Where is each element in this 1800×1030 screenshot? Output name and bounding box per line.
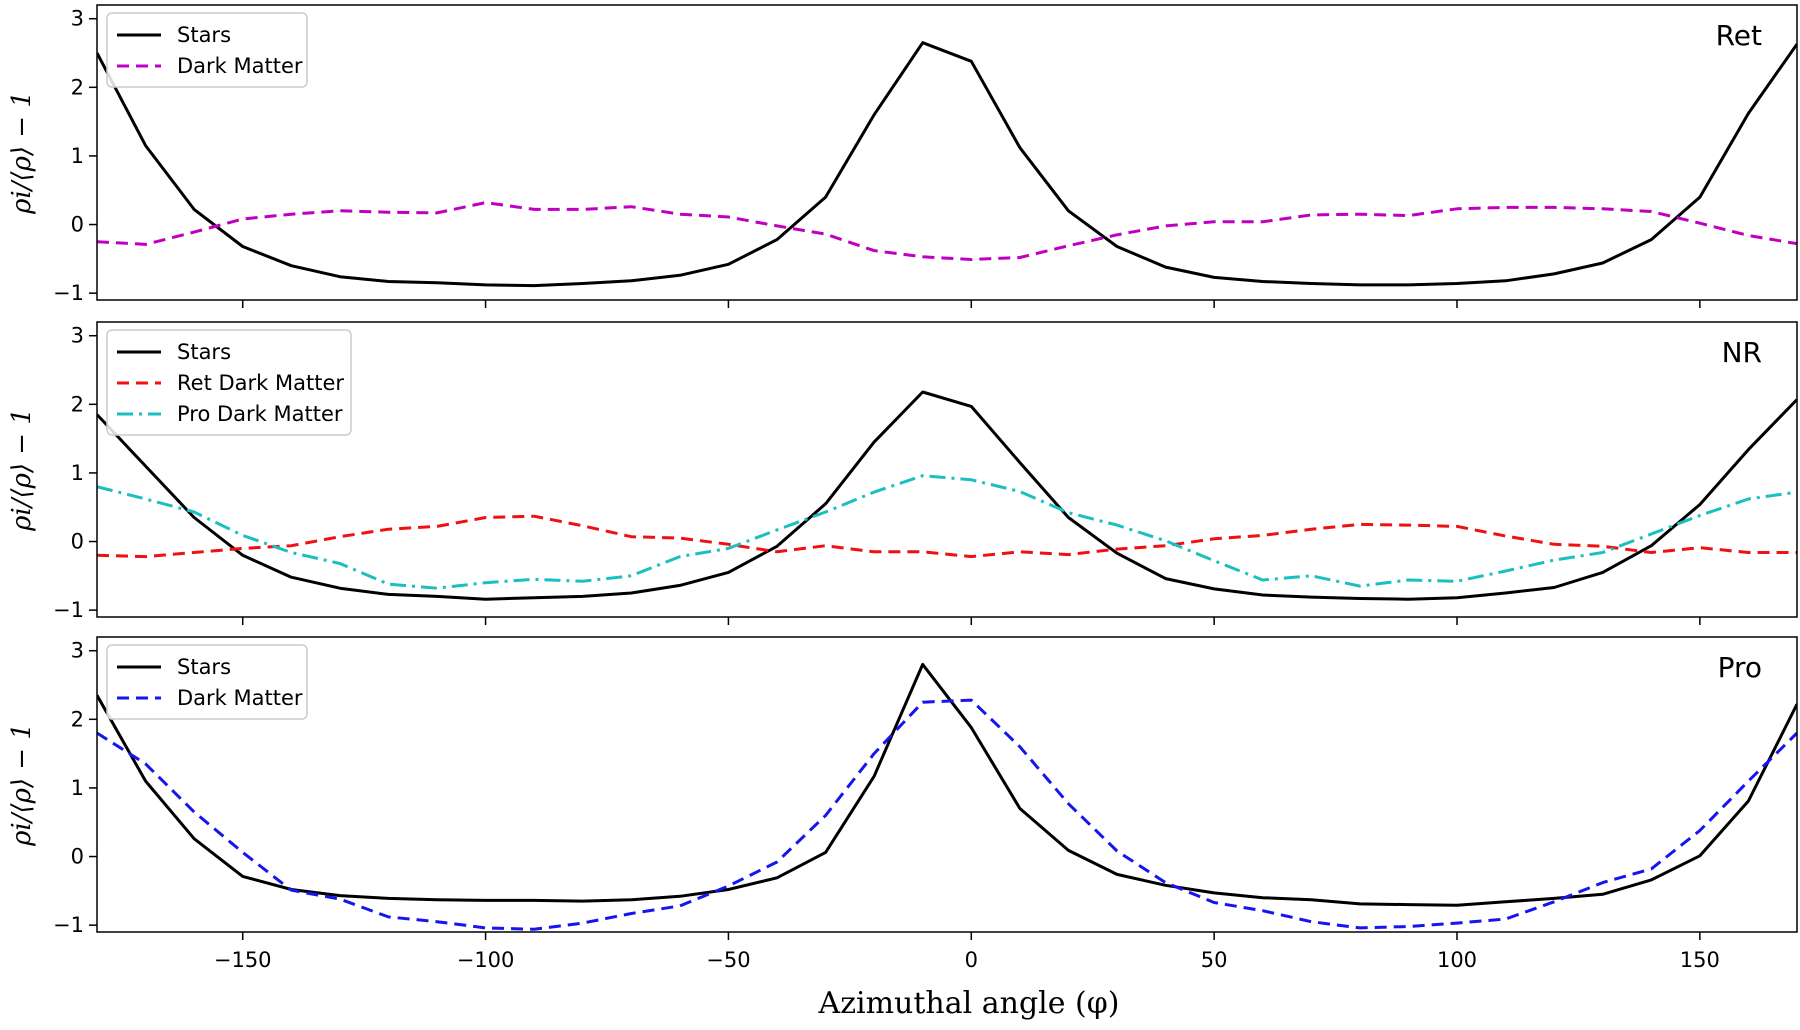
xtick-label: −100 (457, 948, 515, 972)
panel-pro-frame (96, 636, 1798, 933)
panel-pro-y-axis-label: ρi/⟨ρ⟩ − 1 (7, 723, 37, 847)
x-axis-label: Azimuthal angle (φ) (818, 986, 1120, 1021)
panel-ret-series-stars (97, 41, 1797, 288)
panel-pro-ytick-label: 0 (71, 845, 84, 869)
panel-nr-legend-label: Ret Dark Matter (177, 371, 344, 395)
panel-pro-series-stars (97, 662, 1797, 907)
panel-ret-tag: Ret (1716, 19, 1762, 52)
panel-nr-legend-label: Pro Dark Matter (177, 402, 343, 426)
panel-nr-series-stars (97, 390, 1797, 601)
panel-ret-legend-label: Stars (177, 23, 231, 47)
panel-pro-ytick-label: −1 (53, 913, 84, 937)
panel-ret: −1 0 1 2 3 ρi/⟨ρ⟩ − 1 Ret Stars Dark Matter (7, 4, 1798, 308)
panel-nr-ytick-label: −1 (53, 598, 84, 622)
panel-nr-ytick-label: 0 (71, 530, 84, 554)
panel-pro-legend-box (106, 644, 308, 720)
xtick-label: −150 (214, 948, 272, 972)
panel-nr: −1 0 1 2 3 ρi/⟨ρ⟩ − 1 NR Stars Ret Dark Matter Pr… (7, 321, 1798, 625)
panel-ret-legend-box (106, 12, 308, 88)
xtick-label: 0 (965, 948, 978, 972)
xtick-label: −50 (706, 948, 750, 972)
panel-ret-frame (96, 4, 1798, 301)
panel-ret-legend-label: Dark Matter (177, 54, 303, 78)
panel-nr-ytick-label: 3 (71, 324, 84, 348)
panel-ret-ytick-label: 1 (71, 144, 84, 168)
panel-pro-ytick-label: 2 (71, 707, 84, 731)
panel-pro-legend: Stars Dark Matter (106, 644, 308, 720)
panel-nr-tag: NR (1722, 336, 1762, 369)
panel-nr-legend-box (106, 329, 352, 436)
panel-ret-legend: Stars Dark Matter (106, 12, 308, 88)
panel-ret-ytick-label: 3 (71, 7, 84, 31)
panel-pro-legend-label: Dark Matter (177, 686, 303, 710)
panel-ret-ytick-label: −1 (53, 281, 84, 305)
panel-nr-frame (96, 321, 1798, 618)
panel-ret-ytick-label: 0 (71, 213, 84, 237)
panel-pro-series-dark-matter (97, 698, 1797, 931)
xtick-label: 50 (1201, 948, 1228, 972)
panel-pro: −1 0 1 2 3 −150 −100 −50 0 50 100 150 ρi/⟨ρ⟩ − 1 Pro S… (7, 636, 1798, 972)
panel-pro-ytick-label: 1 (71, 776, 84, 800)
panel-nr-series-pro-dark-matter (97, 474, 1797, 590)
panel-ret-ytick-label: 2 (71, 75, 84, 99)
panel-pro-tag: Pro (1718, 651, 1762, 684)
panel-ret-y-axis-label: ρi/⟨ρ⟩ − 1 (7, 91, 37, 215)
panel-nr-legend: Stars Ret Dark Matter Pro Dark Matter (106, 329, 352, 436)
panel-nr-ytick-label: 1 (71, 461, 84, 485)
panel-nr-ytick-label: 2 (71, 392, 84, 416)
panel-pro-ytick-label: 3 (71, 639, 84, 663)
panel-nr-series-ret-dark-matter (97, 514, 1797, 559)
xtick-label: 150 (1680, 948, 1720, 972)
xtick-label: 100 (1437, 948, 1477, 972)
panel-pro-legend-label: Stars (177, 655, 231, 679)
panel-ret-series-dark-matter (97, 201, 1797, 261)
panel-nr-y-axis-label: ρi/⟨ρ⟩ − 1 (7, 408, 37, 532)
panel-nr-legend-label: Stars (177, 340, 231, 364)
